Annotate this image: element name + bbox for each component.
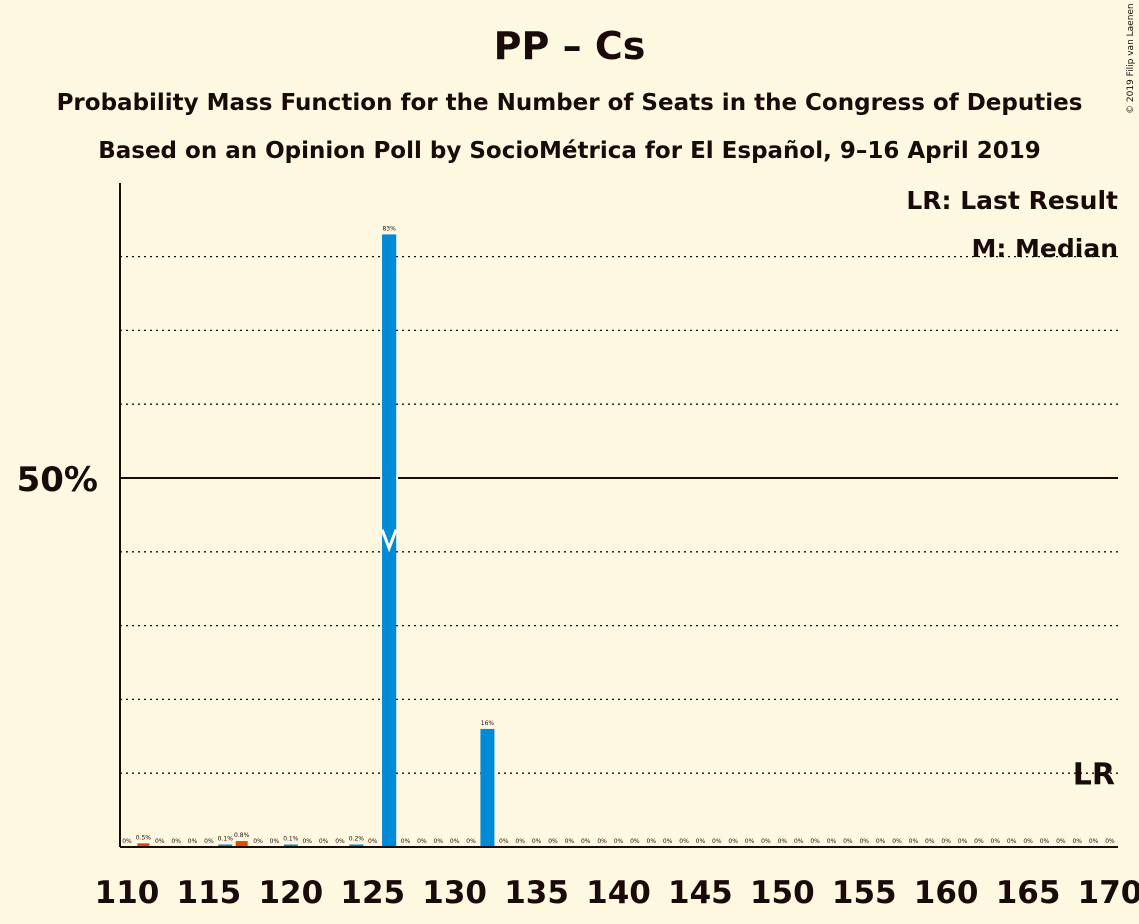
bar-value-label: 0% [1007, 838, 1017, 845]
median-bar-overlay [382, 234, 397, 847]
bar-value-label: 0% [155, 838, 165, 845]
bar-value-label: 0% [515, 838, 525, 845]
chart-title: PP – Cs [493, 24, 646, 68]
bar-value-label: 0% [532, 838, 542, 845]
bar-value-label: 83% [382, 225, 396, 232]
bar-value-label: 0% [663, 838, 673, 845]
bar-value-label: 0.1% [218, 836, 234, 843]
bar-value-label: 0% [188, 838, 198, 845]
bar-value-label: 0% [565, 838, 575, 845]
bar-value-label: 0% [745, 838, 755, 845]
bar-value-label: 0% [122, 838, 132, 845]
bar-value-label: 0% [728, 838, 738, 845]
bar-value-label: 0% [876, 838, 886, 845]
bar-value-label: 0% [204, 838, 214, 845]
bar-value-label: 0% [941, 838, 951, 845]
x-tick-label: 140 [586, 875, 651, 911]
bar [137, 843, 150, 847]
bar-value-label: 0% [991, 838, 1001, 845]
bar-value-label: 0% [778, 838, 788, 845]
x-tick-label: 165 [996, 875, 1061, 911]
legend-last-result: LR: Last Result [906, 186, 1118, 215]
bar [235, 841, 248, 847]
bar-value-label: 0% [450, 838, 460, 845]
bar-value-label: 0% [958, 838, 968, 845]
bar-value-label: 0% [827, 838, 837, 845]
bar [349, 844, 364, 847]
bar-value-label: 0% [712, 838, 722, 845]
bar-value-label: 0% [843, 838, 853, 845]
bar-value-label: 0% [696, 838, 706, 845]
bar-value-label: 0% [434, 838, 444, 845]
bar-value-label: 0% [1023, 838, 1033, 845]
x-tick-label: 150 [750, 875, 815, 911]
x-tick-label: 145 [668, 875, 733, 911]
bar-value-label: 0% [925, 838, 935, 845]
bar-value-label: 0% [810, 838, 820, 845]
bar-value-label: 0% [892, 838, 902, 845]
bar-value-label: 0% [171, 838, 181, 845]
bar-value-label: 0% [761, 838, 771, 845]
x-tick-label: 110 [95, 875, 160, 911]
bar-value-label: 0% [1089, 838, 1099, 845]
bar [283, 844, 298, 847]
bar-value-label: 0% [974, 838, 984, 845]
bar-value-label: 0% [335, 838, 345, 845]
bar-value-label: 0% [1056, 838, 1066, 845]
x-tick-label: 125 [340, 875, 405, 911]
bar-value-label: 0% [319, 838, 329, 845]
bar-value-label: 0% [401, 838, 411, 845]
median-marker [380, 529, 398, 553]
last-result-marker: LR [1073, 757, 1115, 792]
bar-value-label: 0% [679, 838, 689, 845]
bar [218, 844, 233, 847]
bar-value-label: 0% [499, 838, 509, 845]
y-tick-label: 50% [17, 460, 98, 500]
bar-value-label: 0% [581, 838, 591, 845]
bar-value-label: 0% [630, 838, 640, 845]
chart-subtitle-1: Probability Mass Function for the Number… [56, 90, 1083, 116]
bar-value-label: 0% [466, 838, 476, 845]
bar-value-label: 0% [1105, 838, 1115, 845]
bar-value-label: 0% [253, 838, 263, 845]
bar-value-label: 0.8% [234, 832, 250, 839]
bar-value-label: 0% [647, 838, 657, 845]
bar-value-label: 0% [859, 838, 869, 845]
bar-value-label: 0% [614, 838, 624, 845]
bar-value-label: 0% [794, 838, 804, 845]
x-tick-label: 120 [258, 875, 323, 911]
legend-median: M: Median [971, 234, 1118, 263]
bar [480, 728, 495, 847]
bar-value-label: 0% [597, 838, 607, 845]
x-tick-label: 160 [914, 875, 979, 911]
bar-value-label: 0.1% [283, 836, 299, 843]
x-tick-label: 115 [177, 875, 242, 911]
bar-value-label: 0% [548, 838, 558, 845]
bar-value-label: 0.2% [349, 836, 365, 843]
bar-value-label: 0% [368, 838, 378, 845]
x-tick-label: 155 [832, 875, 897, 911]
chart-subtitle-2: Based on an Opinion Poll by SocioMétrica… [98, 138, 1041, 164]
bar-value-label: 0% [417, 838, 427, 845]
x-tick-label: 135 [504, 875, 569, 911]
bar-value-label: 0% [270, 838, 280, 845]
bar-value-label: 0% [1040, 838, 1050, 845]
bar-value-label: 0% [1072, 838, 1082, 845]
x-tick-label: 170 [1078, 875, 1139, 911]
x-tick-label: 130 [422, 875, 487, 911]
bar-value-label: 0% [909, 838, 919, 845]
bar-value-label: 0.5% [136, 834, 152, 841]
bar-value-label: 0% [302, 838, 312, 845]
bar-value-label: 16% [481, 720, 495, 727]
